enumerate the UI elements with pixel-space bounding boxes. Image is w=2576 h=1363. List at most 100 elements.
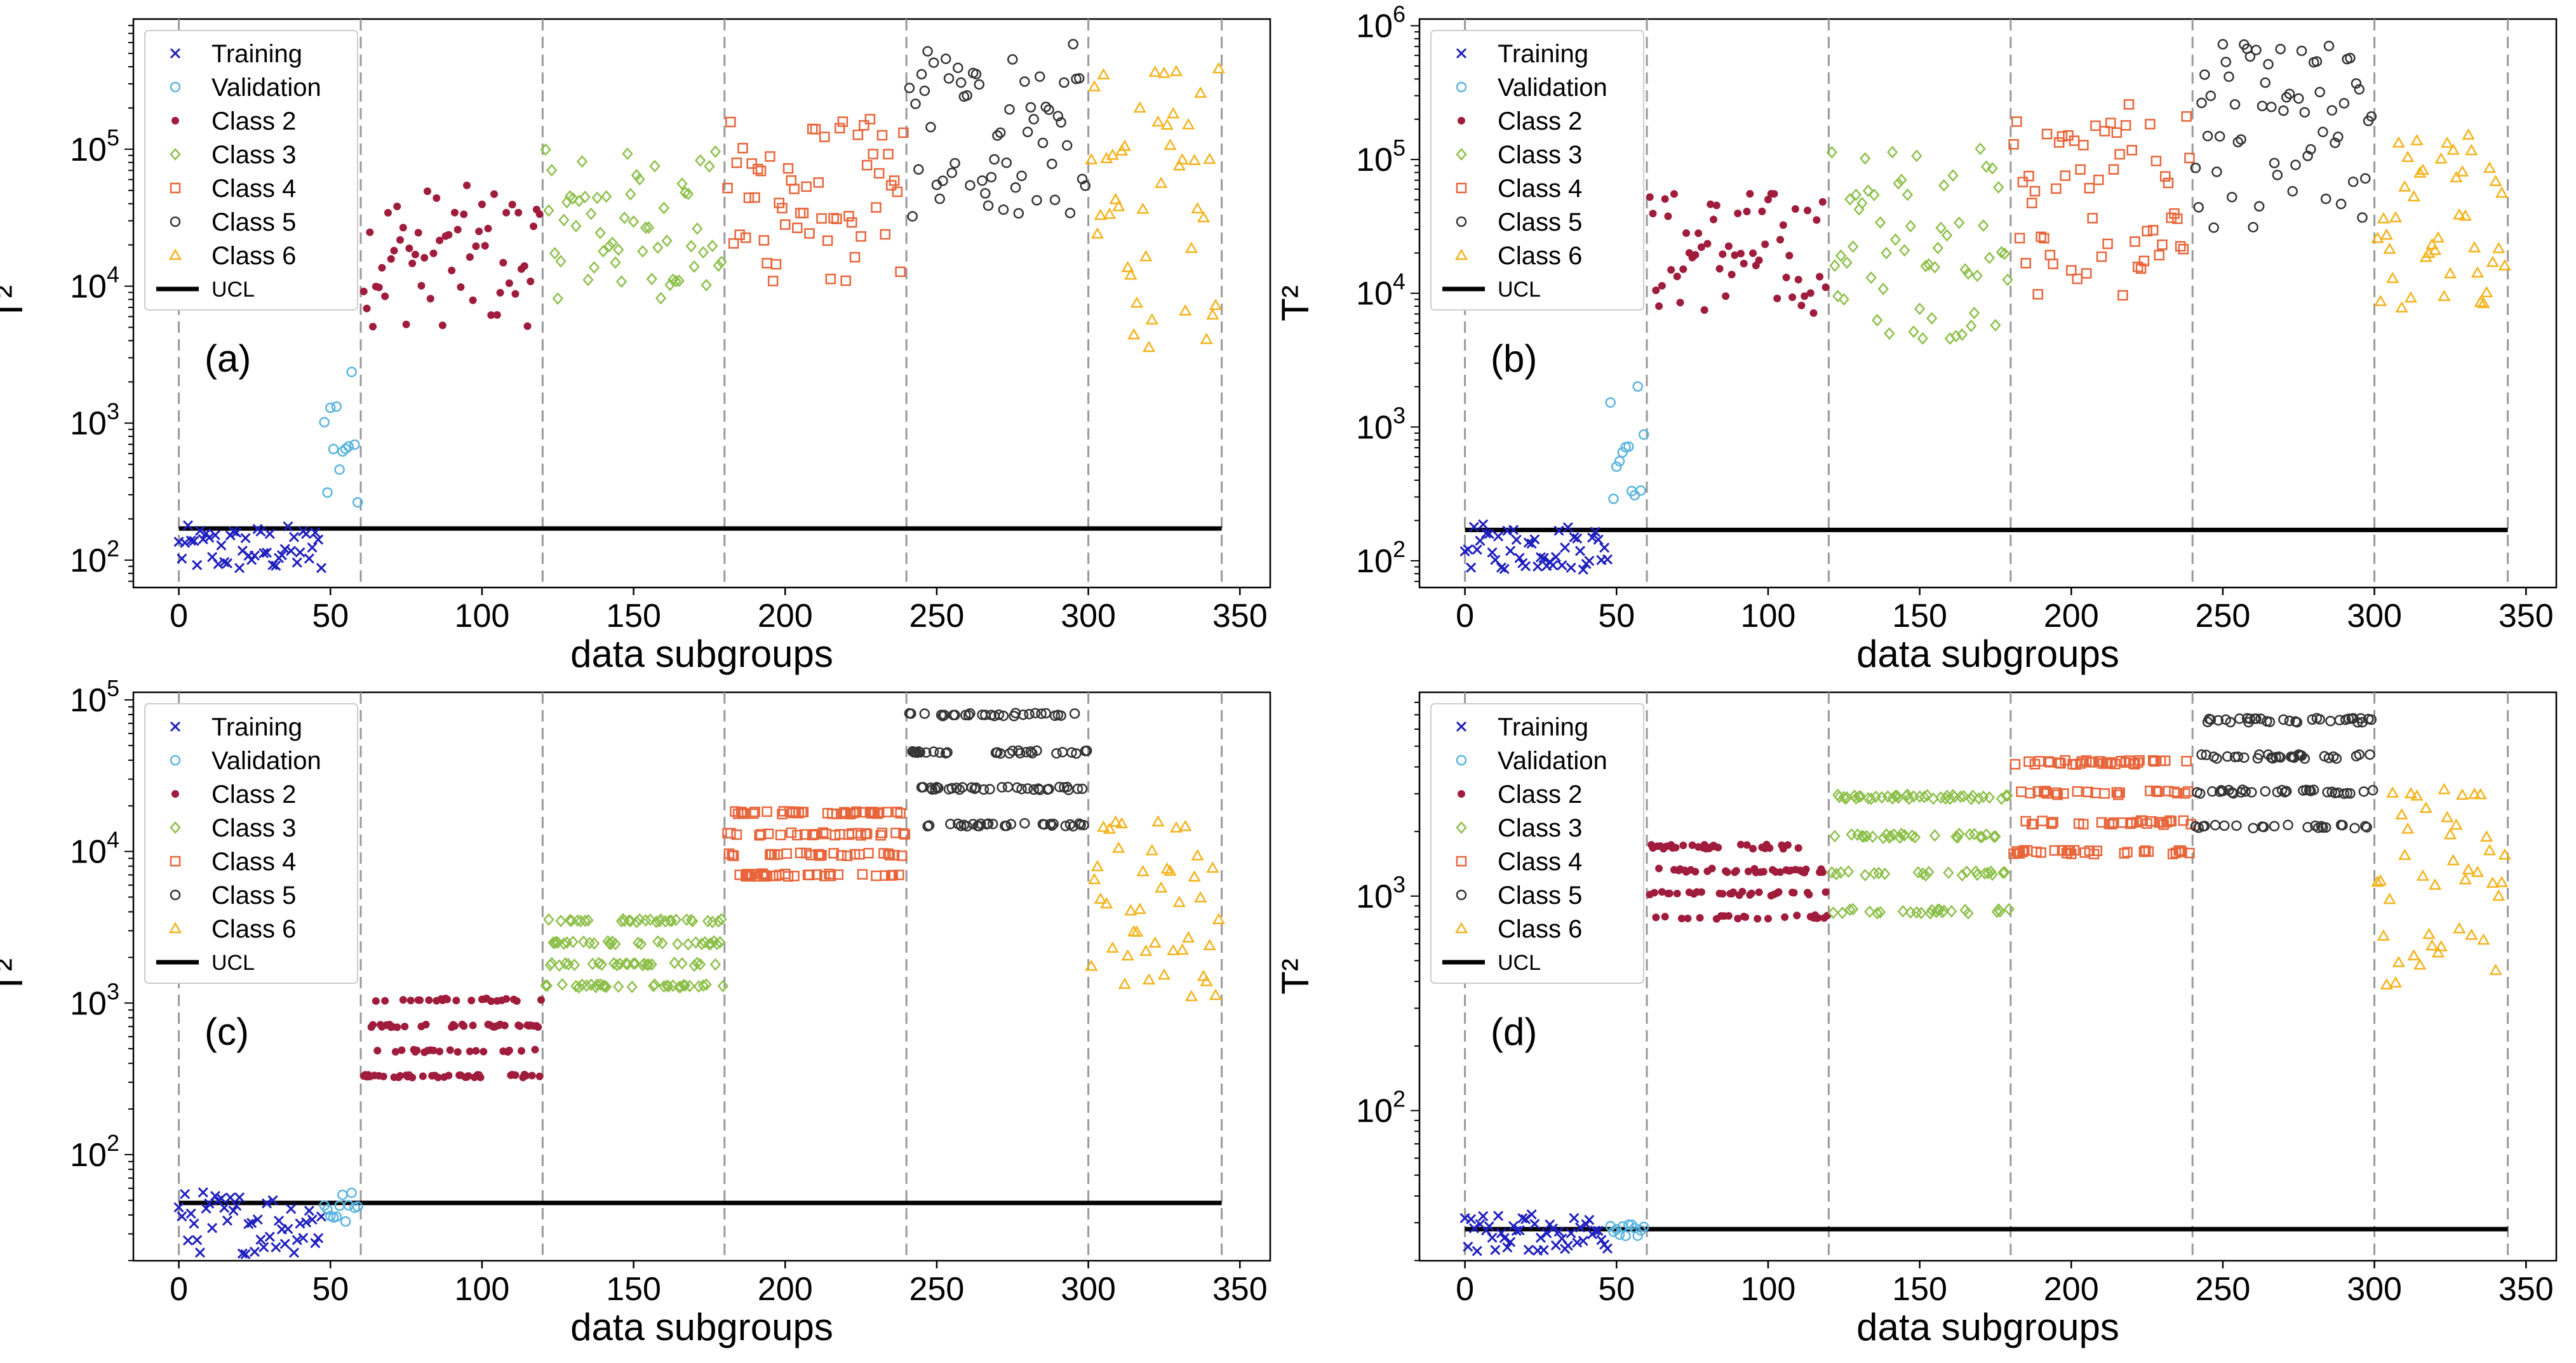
x-tick-label: 350 bbox=[1212, 598, 1268, 634]
data-point bbox=[1805, 890, 1813, 899]
data-point bbox=[1505, 546, 1516, 556]
data-point bbox=[313, 1233, 324, 1244]
data-point bbox=[2159, 755, 2171, 767]
data-point bbox=[2366, 111, 2377, 122]
data-point bbox=[746, 158, 758, 169]
data-point bbox=[593, 957, 605, 970]
data-point bbox=[834, 123, 845, 134]
data-point bbox=[1860, 152, 1871, 165]
data-point bbox=[643, 958, 655, 971]
data-point bbox=[711, 937, 723, 951]
data-point bbox=[2117, 290, 2128, 301]
panel-annotation: (b) bbox=[1491, 337, 1537, 380]
data-point bbox=[213, 559, 224, 570]
data-point bbox=[180, 1188, 191, 1200]
data-point bbox=[499, 258, 507, 267]
data-point bbox=[1514, 553, 1525, 563]
data-point bbox=[1664, 212, 1672, 220]
data-point bbox=[1071, 748, 1082, 759]
data-point bbox=[2498, 258, 2512, 271]
data-point bbox=[701, 978, 712, 991]
data-point bbox=[2219, 820, 2230, 831]
data-point bbox=[1139, 250, 1153, 262]
data-point bbox=[2169, 208, 2180, 219]
data-point bbox=[369, 323, 377, 331]
y-axis-label: T² bbox=[1274, 958, 1317, 995]
data-point bbox=[670, 274, 682, 288]
data-point bbox=[607, 236, 618, 250]
data-point bbox=[1508, 525, 1519, 535]
data-point bbox=[2338, 98, 2350, 109]
data-point bbox=[1136, 864, 1150, 876]
data-point bbox=[472, 1047, 480, 1055]
data-point bbox=[1043, 784, 1054, 795]
data-point bbox=[1566, 562, 1576, 573]
data-point bbox=[615, 275, 627, 288]
data-point bbox=[1200, 975, 1213, 986]
data-point bbox=[2404, 291, 2418, 303]
data-point bbox=[1670, 190, 1678, 198]
data-point bbox=[1620, 1230, 1631, 1242]
data-point bbox=[513, 997, 521, 1005]
data-point bbox=[1072, 783, 1083, 795]
x-tick-label: 250 bbox=[2196, 598, 2251, 634]
data-point bbox=[1097, 68, 1110, 80]
data-point bbox=[2318, 126, 2328, 138]
data-point bbox=[2323, 753, 2335, 763]
data-point bbox=[420, 253, 429, 262]
data-point bbox=[549, 246, 561, 260]
data-point bbox=[786, 827, 797, 838]
data-point bbox=[789, 870, 800, 882]
data-point bbox=[2492, 889, 2506, 901]
legend-marker bbox=[170, 721, 181, 732]
data-point bbox=[960, 709, 971, 721]
data-point bbox=[543, 913, 554, 926]
legend-marker bbox=[170, 821, 181, 834]
data-point bbox=[1684, 914, 1692, 922]
data-point bbox=[1112, 842, 1125, 853]
data-point bbox=[502, 995, 511, 1003]
data-point bbox=[1541, 1228, 1552, 1239]
data-point bbox=[2299, 107, 2311, 118]
data-point bbox=[943, 73, 955, 84]
data-point bbox=[1016, 784, 1027, 795]
data-point bbox=[1801, 292, 1809, 300]
data-point bbox=[2386, 786, 2399, 798]
legend-ucl-label: UCL bbox=[1498, 278, 1541, 302]
data-point bbox=[2367, 784, 2378, 796]
data-point bbox=[1776, 236, 1785, 244]
data-point bbox=[517, 1047, 525, 1055]
x-tick-label: 250 bbox=[2196, 1271, 2251, 1308]
x-tick-label: 300 bbox=[2347, 1271, 2402, 1308]
data-point bbox=[873, 807, 885, 818]
x-tick-label: 100 bbox=[455, 598, 510, 634]
data-point bbox=[786, 175, 797, 186]
data-point bbox=[1779, 221, 1787, 229]
data-point bbox=[610, 937, 621, 951]
data-point bbox=[2450, 171, 2463, 182]
data-point bbox=[1133, 101, 1146, 113]
data-point bbox=[1106, 941, 1119, 953]
data-point bbox=[1941, 229, 1953, 242]
data-point bbox=[861, 828, 873, 840]
data-point bbox=[1557, 560, 1567, 571]
data-point bbox=[1652, 286, 1660, 295]
data-point bbox=[228, 526, 239, 537]
x-tick-label: 50 bbox=[312, 598, 349, 634]
data-point bbox=[502, 208, 511, 217]
data-point bbox=[1578, 1235, 1588, 1246]
data-point bbox=[2111, 127, 2123, 138]
x-tick-label: 250 bbox=[909, 598, 965, 634]
x-tick-label: 100 bbox=[455, 1271, 510, 1308]
data-point bbox=[748, 808, 759, 819]
legend-marker bbox=[170, 216, 181, 227]
data-point bbox=[1572, 533, 1583, 544]
data-point bbox=[2227, 192, 2237, 203]
data-point bbox=[2023, 756, 2034, 767]
data-point bbox=[416, 996, 424, 1004]
data-point bbox=[572, 914, 583, 927]
data-point bbox=[399, 224, 407, 232]
data-point bbox=[402, 320, 410, 328]
data-point bbox=[1068, 821, 1078, 832]
data-point bbox=[2020, 816, 2031, 827]
